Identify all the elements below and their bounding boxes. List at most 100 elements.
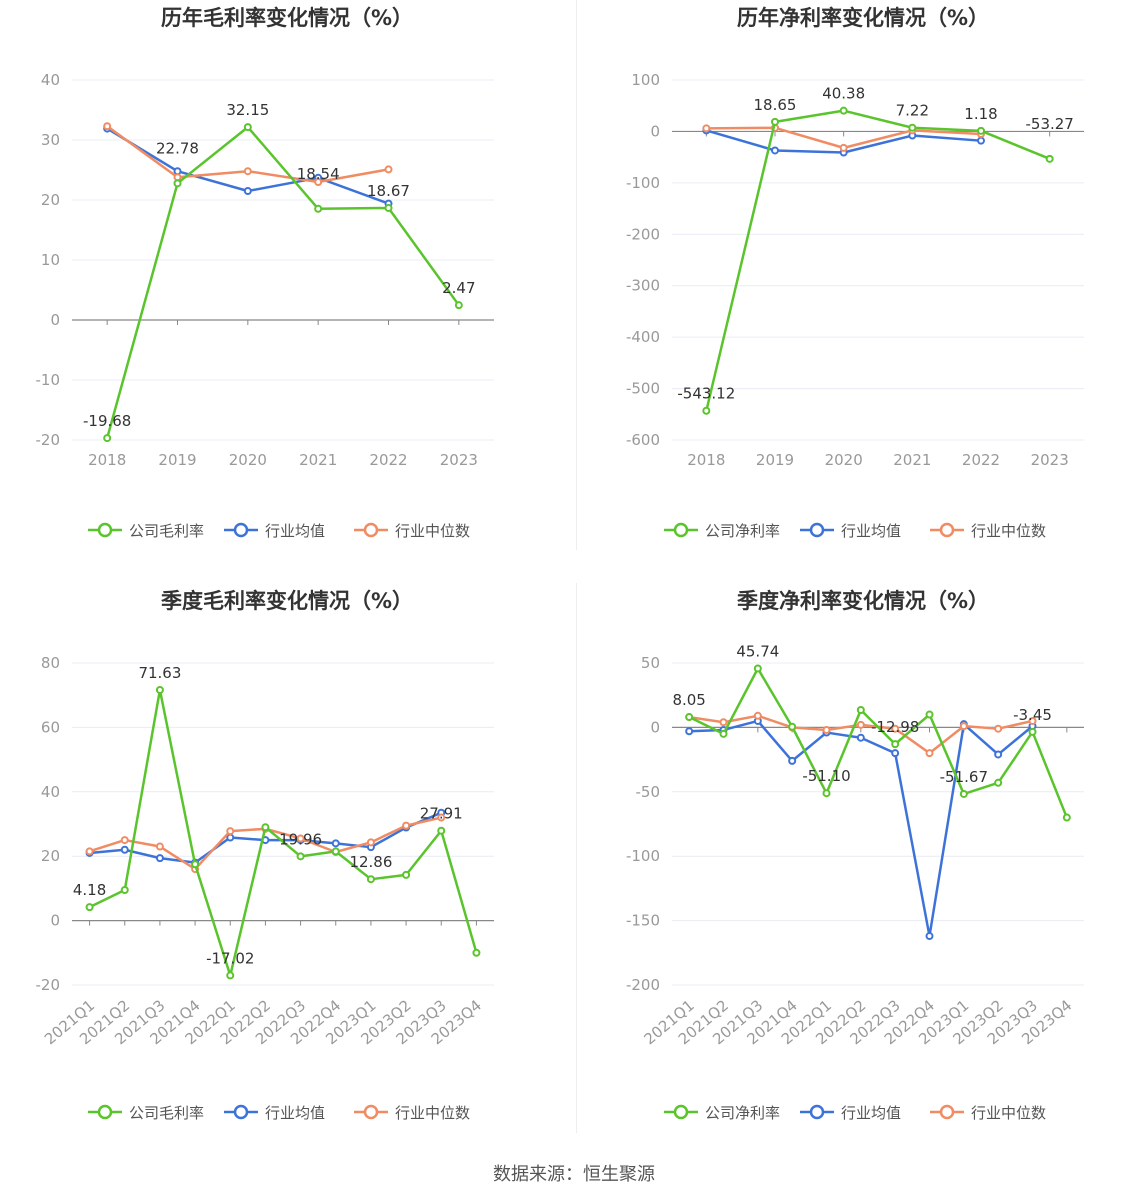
quarterly-gross-margin-chart: 季度毛利率变化情况（%） 80 60 40 20 0 -20 2021Q1 2021Q2 2021… xyxy=(0,583,574,1166)
data-point[interactable] xyxy=(788,722,797,731)
data-point[interactable] xyxy=(856,720,865,729)
data-point[interactable] xyxy=(402,821,411,830)
data-label: 1.18 xyxy=(964,105,997,123)
data-point[interactable] xyxy=(384,165,393,174)
data-point[interactable] xyxy=(437,813,446,822)
data-point[interactable] xyxy=(977,126,985,135)
legend-marker xyxy=(673,1104,689,1120)
legend-item-0[interactable]: 公司净利率 xyxy=(664,522,780,540)
data-point[interactable] xyxy=(856,706,865,715)
data-point[interactable] xyxy=(366,838,375,847)
legend-item-2[interactable]: 行业中位数 xyxy=(930,1104,1046,1122)
data-point[interactable] xyxy=(839,106,848,115)
legend-item-1[interactable]: 行业均值 xyxy=(224,522,325,540)
data-point[interactable] xyxy=(959,722,968,731)
data-point[interactable] xyxy=(243,187,252,195)
y-tick-label: 20 xyxy=(41,847,60,865)
data-point[interactable] xyxy=(1028,727,1037,736)
data-point[interactable] xyxy=(155,685,164,694)
data-point[interactable] xyxy=(120,845,129,854)
data-point[interactable] xyxy=(925,932,934,941)
data-point[interactable] xyxy=(925,710,934,719)
data-point[interactable] xyxy=(155,842,164,851)
data-point[interactable] xyxy=(331,839,340,848)
data-point[interactable] xyxy=(384,203,393,212)
data-point[interactable] xyxy=(753,664,762,673)
legend-item-0[interactable]: 公司毛利率 xyxy=(88,522,204,540)
data-point[interactable] xyxy=(908,123,917,132)
data-point[interactable] xyxy=(155,854,164,863)
data-point[interactable] xyxy=(685,727,694,736)
data-point[interactable] xyxy=(822,725,831,734)
data-point[interactable] xyxy=(173,173,182,182)
data-point[interactable] xyxy=(402,870,411,879)
data-point[interactable] xyxy=(839,143,848,152)
data-point[interactable] xyxy=(1028,716,1037,725)
data-point[interactable] xyxy=(719,718,728,727)
data-point[interactable] xyxy=(226,833,235,842)
data-point[interactable] xyxy=(191,860,200,869)
legend-marker xyxy=(809,522,825,538)
data-point[interactable] xyxy=(891,724,900,733)
data-point[interactable] xyxy=(314,178,323,186)
data-point[interactable] xyxy=(994,778,1003,787)
y-tick-label: -400 xyxy=(626,328,660,346)
data-point[interactable] xyxy=(771,146,779,155)
y-tick-label: 60 xyxy=(41,718,60,736)
data-point[interactable] xyxy=(753,711,762,720)
data-point[interactable] xyxy=(959,789,968,798)
data-point[interactable] xyxy=(1062,813,1071,822)
data-point[interactable] xyxy=(296,852,305,861)
data-point[interactable] xyxy=(719,729,728,738)
data-point[interactable] xyxy=(366,875,375,884)
data-point[interactable] xyxy=(472,948,481,957)
legend-item-2[interactable]: 行业中位数 xyxy=(930,522,1046,540)
data-point[interactable] xyxy=(120,886,129,895)
data-point[interactable] xyxy=(822,789,831,798)
legend-item-2[interactable]: 行业中位数 xyxy=(354,522,470,540)
data-point[interactable] xyxy=(788,756,797,765)
data-point[interactable] xyxy=(856,733,865,742)
data-label: 71.63 xyxy=(138,664,181,682)
y-tick-label: -100 xyxy=(626,174,660,192)
data-point[interactable] xyxy=(261,823,270,832)
data-point[interactable] xyxy=(314,204,323,213)
y-tick-label: 0 xyxy=(650,718,660,736)
legend-item-0[interactable]: 公司净利率 xyxy=(664,1104,780,1122)
legend-item-1[interactable]: 行业均值 xyxy=(800,522,901,540)
data-point[interactable] xyxy=(702,124,711,133)
data-label: 7.22 xyxy=(896,102,929,120)
legend-item-1[interactable]: 行业均值 xyxy=(224,1104,325,1122)
data-point[interactable] xyxy=(702,406,711,415)
legend-item-1[interactable]: 行业均值 xyxy=(800,1104,901,1122)
data-point[interactable] xyxy=(977,136,985,145)
x-tick-label: 2022 xyxy=(369,451,407,469)
series-line-0 xyxy=(105,125,460,439)
data-point[interactable] xyxy=(331,847,340,856)
data-point[interactable] xyxy=(226,827,235,836)
data-point[interactable] xyxy=(85,847,94,856)
data-point[interactable] xyxy=(771,117,779,126)
legend-item-0[interactable]: 公司毛利率 xyxy=(88,1104,204,1122)
data-point[interactable] xyxy=(685,713,694,722)
data-point[interactable] xyxy=(243,167,252,176)
chart-title: 历年毛利率变化情况（%） xyxy=(161,6,413,30)
data-point[interactable] xyxy=(173,179,182,188)
data-point[interactable] xyxy=(226,971,235,980)
chart-title: 历年净利率变化情况（%） xyxy=(737,6,989,30)
data-point[interactable] xyxy=(891,749,900,758)
data-point[interactable] xyxy=(103,122,112,131)
data-point[interactable] xyxy=(891,740,900,749)
legend-item-2[interactable]: 行业中位数 xyxy=(354,1104,470,1122)
data-point[interactable] xyxy=(296,834,305,843)
data-point[interactable] xyxy=(925,749,934,758)
data-point[interactable] xyxy=(994,724,1003,733)
data-point[interactable] xyxy=(994,750,1003,759)
data-point[interactable] xyxy=(1045,154,1054,163)
data-point[interactable] xyxy=(437,826,446,835)
data-point[interactable] xyxy=(103,434,112,443)
data-point[interactable] xyxy=(120,836,129,845)
data-point[interactable] xyxy=(243,123,252,132)
data-point[interactable] xyxy=(454,301,463,310)
data-point[interactable] xyxy=(85,903,94,912)
